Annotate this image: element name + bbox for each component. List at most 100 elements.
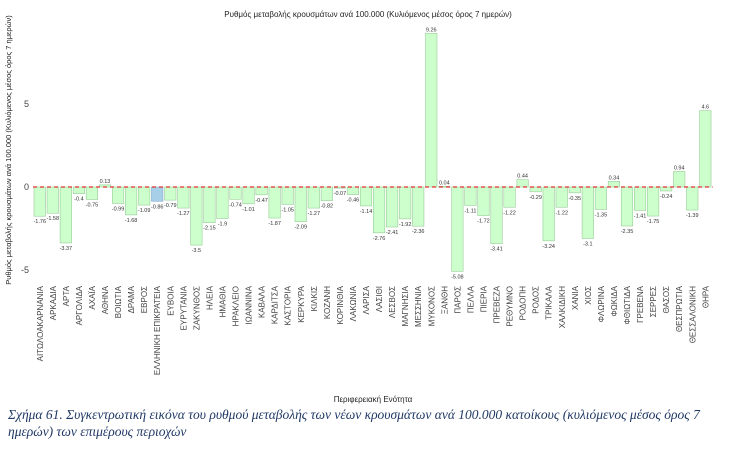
- x-tick-label: ΠΙΕΡΙΑ: [479, 285, 488, 312]
- y-tick-label: 5: [24, 99, 29, 109]
- x-tick-label: ΑΡΤΑ: [62, 285, 71, 306]
- y-tick-label: -5: [21, 265, 29, 275]
- bar: [242, 186, 255, 205]
- bar: [555, 186, 568, 208]
- x-tick-label: ΛΑΚΩΝΙΑ: [349, 285, 358, 321]
- bar: [125, 186, 138, 216]
- value-label: -1.68: [125, 218, 138, 224]
- value-label: -1.22: [503, 210, 516, 216]
- bar: [46, 186, 59, 214]
- bar: [346, 186, 360, 195]
- bar: [138, 186, 151, 206]
- value-label: -0.46: [347, 198, 360, 204]
- x-tick-label: ΡΟΔΟΣ: [532, 286, 541, 314]
- x-tick-label: ΑΧΑΪΑ: [88, 285, 97, 309]
- bars: [33, 32, 712, 272]
- value-label: -1.92: [399, 222, 412, 228]
- bar: [399, 186, 412, 220]
- bar: [477, 186, 490, 216]
- bar: [281, 186, 294, 205]
- bar: [72, 186, 85, 194]
- bar: [673, 171, 686, 188]
- bar: [503, 186, 516, 208]
- value-label: 4.6: [701, 105, 709, 111]
- bar: [412, 186, 425, 227]
- value-label: -1.35: [595, 212, 608, 218]
- x-tick-label: ΕΥΡΥΤΑΝΙΑ: [179, 285, 188, 330]
- value-label: -1.14: [360, 209, 373, 215]
- value-label: -0.47: [255, 198, 268, 204]
- value-labels: -1.76 -1.58-3.37-0.4-0.750.13-0.99-1.68-1…: [33, 27, 709, 280]
- value-label: -0.75: [86, 202, 99, 208]
- x-tick-label: ΜΕΣΣΗΝΙΑ: [414, 285, 423, 327]
- x-tick-label: ΜΑΓΝΗΣΙΑ: [401, 285, 410, 326]
- bar: [359, 186, 373, 207]
- value-label: 0.44: [517, 174, 528, 180]
- value-label: -3.37: [60, 246, 73, 252]
- value-label: -3.5: [192, 248, 201, 254]
- bar: [425, 32, 438, 188]
- x-tick-label: ΚΑΡΔΙΤΣΑ: [271, 285, 280, 324]
- x-tick-label: ΞΑΝΘΗ: [440, 286, 449, 315]
- chart-title: Ρυθμός μεταβολής κρουσμάτων ανά 100.000 …: [224, 10, 512, 19]
- bar: [464, 186, 477, 206]
- value-label: -1.76: [33, 219, 46, 225]
- bar: [372, 186, 386, 234]
- x-tick-label: ΗΜΑΘΙΑ: [218, 285, 227, 317]
- value-label: 0.34: [609, 175, 620, 181]
- x-tick-label: ΚΟΖΑΝΗ: [323, 286, 332, 319]
- value-label: -0.86: [151, 204, 164, 210]
- value-label: -0.79: [164, 203, 177, 209]
- x-tick-label: ΛΕΣΒΟΣ: [388, 286, 397, 318]
- bar: [529, 186, 542, 193]
- value-label: -1.87: [268, 221, 281, 227]
- value-label: -3.24: [542, 244, 555, 250]
- x-tick-label: ΗΡΑΚΛΕΙΟ: [232, 286, 241, 326]
- x-tick-label: ΡΕΘΥΜΝΟ: [506, 286, 515, 327]
- value-label: -0.4: [74, 197, 83, 203]
- bar: [320, 186, 333, 201]
- value-label: -2.36: [412, 229, 425, 235]
- bar: [268, 186, 281, 219]
- bar: [607, 181, 621, 188]
- value-label: -3.41: [490, 247, 503, 253]
- x-tick-label: ΚΑΒΑΛΑ: [258, 285, 267, 318]
- value-label: 0.13: [100, 179, 111, 185]
- value-label: -2.09: [294, 225, 307, 231]
- x-tick-label: ΦΩΚΙΔΑ: [610, 285, 619, 316]
- x-tick-label: ΘΕΣΠΡΩΤΙΑ: [675, 285, 684, 332]
- value-label: -1.27: [177, 211, 190, 217]
- value-label: 0.04: [439, 180, 450, 186]
- x-tick-label: ΦΛΩΡΙΝΑ: [597, 285, 606, 322]
- x-tick-label: ΗΛΕΙΑ: [205, 285, 214, 310]
- bar: [190, 186, 203, 246]
- x-tick-label: ΘΗΡΑ: [701, 285, 710, 308]
- x-tick-label: ΚΑΣΤΟΡΙΑ: [284, 285, 293, 325]
- x-tick-label: ΕΛΛΗΝΙΚΗ ΕΠΙΚΡΑΤΕΙΑ: [153, 285, 162, 375]
- value-label: -2.35: [621, 229, 634, 235]
- bar: [59, 186, 72, 244]
- x-tick-label: ΧΙΟΣ: [584, 286, 593, 305]
- x-tick-label: ΑΡΚΑΔΙΑ: [49, 285, 58, 320]
- x-tick-label: ΑΘΗΝΑ: [101, 285, 110, 314]
- value-label: -0.35: [569, 196, 582, 202]
- x-tick-label: ΛΑΡΙΣΑ: [362, 285, 371, 314]
- x-tick-label: ΛΑΣΙΘΙ: [375, 286, 384, 312]
- value-label: -2.15: [203, 226, 216, 232]
- value-label: -1.01: [242, 207, 255, 213]
- bar: [151, 186, 164, 202]
- x-axis-label: Περιφερειακή Ενότητα: [334, 395, 413, 404]
- bar: [294, 186, 307, 222]
- x-tick-label: ΙΩΑΝΝΙΝΑ: [245, 285, 254, 324]
- bar: [490, 186, 503, 244]
- x-tick-label: ΕΥΒΟΙΑ: [166, 285, 175, 315]
- value-label: -1.11: [464, 208, 476, 214]
- bar: [85, 186, 98, 200]
- x-tick-label: ΔΡΑΜΑ: [127, 285, 136, 313]
- figure-caption: Σχήμα 61. Συγκεντρωτική εικόνα του ρυθμο…: [8, 407, 700, 439]
- bar: [516, 179, 529, 188]
- x-tick-label: ΕΒΡΟΣ: [140, 286, 149, 313]
- x-tick-label: ΠΑΡΟΣ: [453, 286, 462, 314]
- bar: [33, 186, 46, 217]
- bar: [633, 186, 647, 211]
